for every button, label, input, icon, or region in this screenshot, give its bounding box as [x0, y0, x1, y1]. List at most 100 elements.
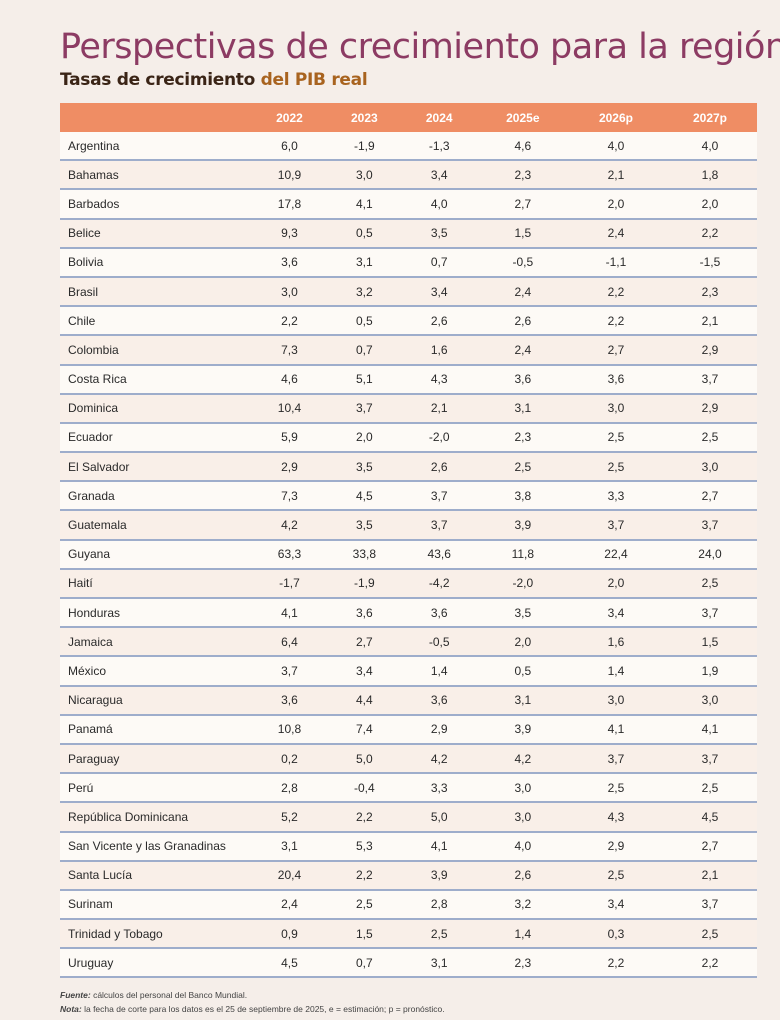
growth-value: 3,0	[662, 452, 757, 483]
column-header-2026p: 2026p	[598, 110, 633, 125]
growth-value: 3,0	[476, 802, 569, 833]
table-row: Perú 2,8 -0,4 3,3 3,0 2,5 2,5	[60, 773, 757, 804]
growth-value: 2,0	[326, 422, 402, 454]
table-row: Barbados 17,8 4,1 4,0 2,7 2,0 2,0	[60, 189, 757, 220]
growth-value: -0,4	[326, 773, 402, 804]
table-row: Chile 2,2 0,5 2,6 2,6 2,2 2,1	[60, 306, 757, 337]
column-header-2027p: 2027p	[692, 110, 727, 125]
growth-value: 3,0	[326, 160, 402, 191]
growth-value: 24,0	[662, 539, 757, 570]
growth-value: 2,3	[476, 160, 569, 191]
table-row: El Salvador 2,9 3,5 2,6 2,5 2,5 3,0	[60, 452, 757, 483]
growth-value: 2,5	[568, 773, 663, 804]
growth-value: 17,8	[252, 189, 327, 220]
growth-value: 2,8	[252, 773, 327, 804]
growth-value: 10,4	[252, 393, 327, 424]
growth-value: 4,6	[252, 364, 327, 395]
country-name: Costa Rica	[60, 364, 252, 395]
growth-value: 3,1	[252, 831, 327, 862]
growth-value: 3,7	[326, 393, 402, 424]
growth-value: 4,0	[401, 189, 477, 220]
table-row: Surinam 2,4 2,5 2,8 3,2 3,4 3,7	[60, 889, 757, 921]
growth-value: 2,4	[476, 335, 569, 366]
growth-value: 3,7	[662, 889, 757, 921]
growth-value: 3,6	[568, 364, 663, 395]
page-title: Perspectivas de crecimiento para la regi…	[60, 27, 780, 68]
country-name: República Dominicana	[60, 802, 252, 833]
growth-value: 20,4	[252, 860, 327, 891]
country-name: Barbados	[60, 189, 252, 220]
table-row: Bolivia 3,6 3,1 0,7 -0,5 -1,1 -1,5	[60, 247, 757, 278]
growth-value: 4,2	[476, 743, 569, 775]
growth-value: 2,7	[662, 481, 757, 512]
growth-value: 2,3	[476, 422, 569, 454]
growth-value: 4,1	[401, 831, 477, 862]
table-header-row: 2022 2023 2024 2025e 2026p 2027p	[60, 103, 757, 132]
growth-value: 5,1	[326, 364, 402, 395]
growth-value: 10,8	[252, 714, 327, 745]
growth-value: 7,3	[252, 481, 327, 512]
growth-value: 1,5	[326, 919, 402, 950]
source-label: Fuente:	[60, 990, 91, 1000]
growth-value: 4,5	[252, 948, 327, 979]
growth-value: 2,0	[476, 627, 569, 658]
growth-value: 3,0	[662, 685, 757, 716]
growth-value: 63,3	[252, 539, 327, 570]
growth-value: 5,3	[326, 831, 402, 862]
table-row: Granada 7,3 4,5 3,7 3,8 3,3 2,7	[60, 481, 757, 512]
table-row: Brasil 3,0 3,2 3,4 2,4 2,2 2,3	[60, 276, 757, 308]
growth-value: 2,3	[662, 276, 757, 308]
growth-value: 1,5	[476, 218, 569, 249]
growth-value: 3,0	[252, 276, 327, 308]
country-name: Ecuador	[60, 422, 252, 454]
growth-value: 3,5	[326, 452, 402, 483]
growth-value: 3,7	[568, 510, 663, 541]
growth-value: 2,5	[476, 452, 569, 483]
growth-value: 9,3	[252, 218, 327, 249]
growth-value: 4,2	[401, 743, 477, 775]
country-name: Santa Lucía	[60, 860, 252, 891]
country-name: Paraguay	[60, 743, 252, 775]
growth-value: 2,7	[326, 627, 402, 658]
table-row: Panamá 10,8 7,4 2,9 3,9 4,1 4,1	[60, 714, 757, 745]
growth-value: 2,6	[401, 452, 477, 483]
country-name: Chile	[60, 306, 252, 337]
table-row: Bahamas 10,9 3,0 3,4 2,3 2,1 1,8	[60, 160, 757, 191]
growth-value: 3,4	[401, 276, 477, 308]
growth-value: 4,5	[662, 802, 757, 833]
growth-value: 2,0	[568, 568, 663, 600]
growth-value: 5,2	[252, 802, 327, 833]
growth-value: 2,5	[568, 452, 663, 483]
growth-value: 4,1	[568, 714, 663, 745]
growth-value: 6,4	[252, 627, 327, 658]
growth-value: 5,0	[401, 802, 477, 833]
growth-value: -1,9	[326, 132, 402, 162]
growth-value: 0,5	[476, 656, 569, 687]
table-row: República Dominicana 5,2 2,2 5,0 3,0 4,3 4,5	[60, 802, 757, 833]
table-row: Paraguay 0,2 5,0 4,2 4,2 3,7 3,7	[60, 743, 757, 775]
growth-value: 3,1	[476, 393, 569, 424]
growth-value: 1,6	[401, 335, 477, 366]
growth-value: -0,5	[401, 627, 477, 658]
growth-value: 3,7	[662, 598, 757, 629]
growth-value: 3,0	[476, 773, 569, 804]
growth-value: -4,2	[401, 568, 477, 600]
growth-value: -2,0	[401, 422, 477, 454]
growth-value: 3,7	[662, 364, 757, 395]
growth-value: 3,7	[401, 510, 477, 541]
growth-value: 3,7	[568, 743, 663, 775]
growth-value: 2,5	[662, 773, 757, 804]
growth-value: 3,1	[326, 247, 402, 278]
growth-value: 1,6	[568, 627, 663, 658]
growth-value: 3,6	[252, 247, 327, 278]
growth-value: 4,1	[326, 189, 402, 220]
growth-value: 2,7	[568, 335, 663, 366]
growth-value: 4,2	[252, 510, 327, 541]
table-title-main: Tasas de crecimiento	[60, 70, 261, 90]
growth-value: 1,4	[568, 656, 663, 687]
growth-value: 2,9	[662, 335, 757, 366]
growth-value: 3,5	[476, 598, 569, 629]
growth-value: 2,9	[401, 714, 477, 745]
growth-value: 3,2	[326, 276, 402, 308]
growth-value: 4,0	[662, 132, 757, 162]
